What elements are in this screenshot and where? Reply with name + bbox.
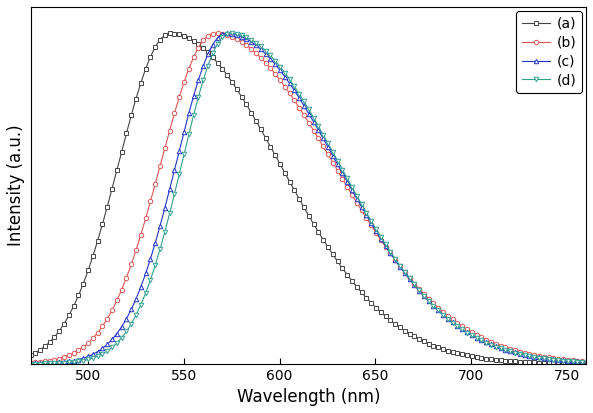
(a)	[171, 31, 178, 36]
(b)	[318, 141, 325, 146]
(b)	[582, 358, 589, 363]
(d)	[227, 31, 234, 36]
(c)	[543, 356, 550, 361]
Y-axis label: Intensity (a.u.): Intensity (a.u.)	[7, 124, 25, 246]
(d)	[543, 356, 550, 361]
(b)	[456, 322, 463, 327]
Line: (a): (a)	[28, 31, 588, 366]
X-axis label: Wavelength (nm): Wavelength (nm)	[237, 388, 380, 406]
Line: (c): (c)	[28, 31, 588, 366]
(a)	[318, 234, 325, 239]
(b)	[170, 114, 177, 119]
(a)	[27, 353, 34, 358]
(a)	[167, 31, 174, 36]
(d)	[27, 361, 34, 366]
(b)	[543, 355, 550, 360]
(a)	[582, 361, 589, 366]
(c)	[223, 31, 230, 36]
(b)	[211, 31, 218, 36]
(c)	[107, 339, 114, 344]
Line: (b): (b)	[28, 31, 588, 365]
(b)	[27, 360, 34, 365]
(c)	[456, 325, 463, 330]
Legend: (a), (b), (c), (d): (a), (b), (c), (d)	[517, 11, 582, 93]
(b)	[107, 311, 114, 316]
(b)	[537, 354, 544, 358]
(d)	[170, 195, 177, 200]
(d)	[456, 325, 463, 330]
(d)	[582, 360, 589, 365]
(c)	[582, 359, 589, 364]
(c)	[27, 361, 34, 366]
(a)	[107, 193, 114, 198]
(a)	[456, 351, 463, 356]
(d)	[318, 129, 325, 134]
(a)	[537, 360, 544, 365]
(a)	[543, 360, 550, 365]
(d)	[107, 347, 114, 351]
(d)	[537, 355, 544, 360]
Line: (d): (d)	[28, 31, 588, 366]
(c)	[170, 171, 177, 176]
(c)	[318, 133, 325, 138]
(c)	[537, 355, 544, 360]
